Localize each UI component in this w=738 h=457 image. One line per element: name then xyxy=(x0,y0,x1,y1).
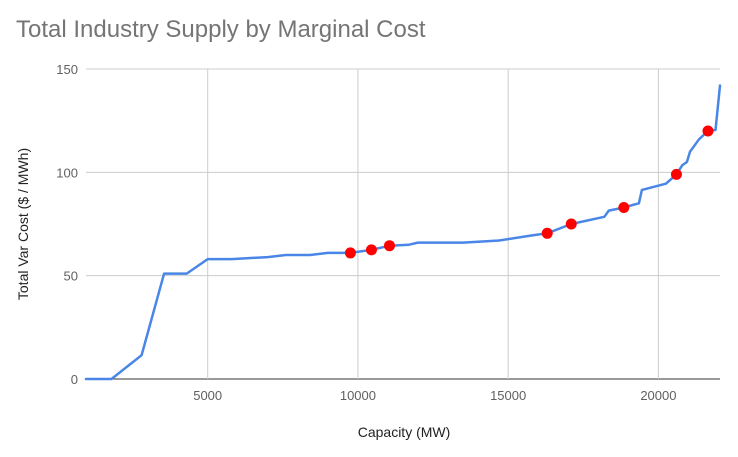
marker-point xyxy=(365,244,377,256)
marker-point xyxy=(618,201,630,213)
marker-point xyxy=(541,227,553,239)
y-tick-label: 0 xyxy=(71,372,78,387)
marker-point xyxy=(670,168,682,180)
y-tick-label: 50 xyxy=(64,269,78,284)
chart-title: Total Industry Supply by Marginal Cost xyxy=(16,16,426,43)
grid-layer xyxy=(86,68,720,380)
marker-point xyxy=(565,218,577,230)
x-axis-title: Capacity (MW) xyxy=(358,424,451,440)
x-tick-label: 15000 xyxy=(490,388,526,403)
marker-point xyxy=(702,125,714,137)
supply-curve-line xyxy=(84,84,722,381)
axis-layer: 0 50 100 150 5000 10000 15000 20000 xyxy=(56,62,676,403)
x-tick-label: 5000 xyxy=(193,388,222,403)
y-axis-title: Total Var Cost ($ / MWh) xyxy=(15,148,31,300)
x-tick-label: 20000 xyxy=(640,388,676,403)
marker-point xyxy=(344,247,356,259)
marker-point xyxy=(383,240,395,252)
y-tick-label: 150 xyxy=(56,62,78,77)
marker-layer xyxy=(344,125,714,259)
x-tick-label: 10000 xyxy=(340,388,376,403)
y-tick-label: 100 xyxy=(56,165,78,180)
series-layer xyxy=(84,84,722,381)
